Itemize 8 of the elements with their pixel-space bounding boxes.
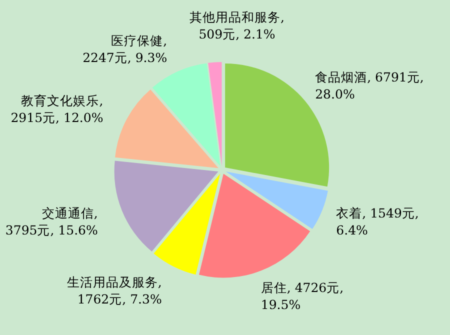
slice-label: 衣着, 1549元, 6.4% [336,205,419,238]
slice-label: 医疗保健, 2247元, 9.3% [82,32,168,65]
slice-label: 居住, 4726元, 19.5% [260,280,344,312]
slice-label: 交通通信, 3795元, 15.6% [5,206,98,238]
slice-label: 生活用品及服务, 1762元, 7.3% [66,274,162,307]
slice-label: 其他用品和服务, 509元, 2.1% [190,9,284,42]
slice-label: 食品烟酒, 6791元, 28.0% [315,69,424,102]
slice-label: 教育文化娱乐, 2915元, 12.0% [10,92,104,125]
